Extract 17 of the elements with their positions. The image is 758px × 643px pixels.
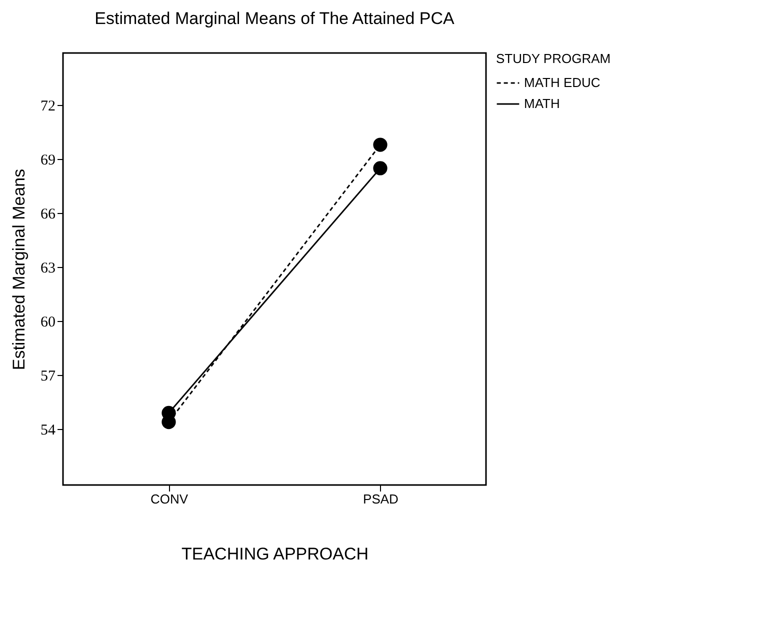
point <box>373 161 388 176</box>
y-tick-label: 72 <box>40 98 56 115</box>
x-axis-title: TEACHING APPROACH <box>181 544 369 564</box>
point <box>373 138 388 152</box>
y-tick-label: 63 <box>40 260 56 277</box>
y-tick-label: 57 <box>40 368 56 385</box>
x-tick-label: CONV <box>150 492 188 506</box>
y-tick-label: 66 <box>40 206 56 223</box>
legend-title: STUDY PROGRAM <box>496 51 611 66</box>
y-tick-label: 60 <box>40 314 56 331</box>
legend-label: MATH <box>524 96 560 111</box>
y-tick-label: 54 <box>40 422 56 439</box>
chart-title: Estimated Marginal Means of The Attained PCA <box>94 9 456 28</box>
y-tick-label: 69 <box>40 152 56 169</box>
x-tick-label: PSAD <box>363 492 398 506</box>
legend-label: MATH EDUC <box>524 75 600 90</box>
y-axis-title: Estimated Marginal Means <box>10 168 28 370</box>
